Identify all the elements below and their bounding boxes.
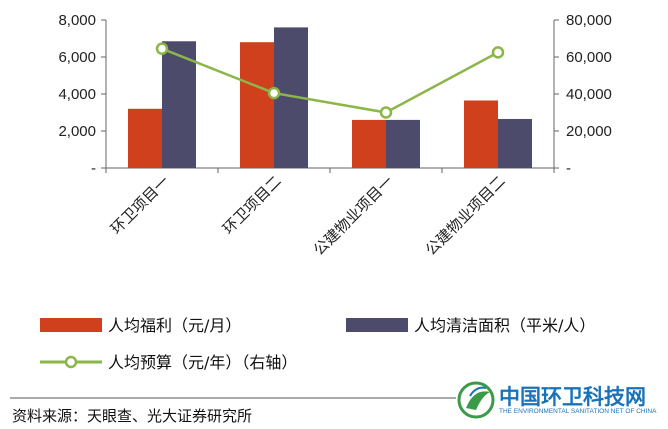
bar-welfare: [128, 108, 162, 168]
tick-labels: - 2,000 4,000 6,000 8,000 - 20,000 40,000 60,000…: [58, 12, 611, 177]
legend-swatch-welfare: [40, 318, 102, 332]
y-right-tick-label: 80,000: [566, 12, 612, 29]
category-label: 环卫项目二: [219, 172, 285, 238]
category-label: 公建物业项目一: [310, 172, 397, 259]
budget-point: [155, 42, 169, 55]
source-note: 资料来源：天眼查、光大证券研究所: [12, 407, 252, 425]
watermark-tagline: THE ENVIRONMENTAL SANITATION NET OF CHIN…: [499, 408, 657, 415]
y-left-tick-label: 4,000: [58, 86, 96, 103]
bars: [128, 27, 532, 169]
legend-swatch-cleaning-area: [346, 318, 408, 332]
watermark-name: 中国环卫科技网: [499, 385, 646, 409]
legend-swatch-budget-marker: [64, 355, 78, 369]
y-right-tick-label: 40,000: [566, 86, 612, 103]
budget-line: [155, 42, 505, 119]
y-left-tick-label: 6,000: [58, 49, 96, 66]
legend: 人均福利（元/月） 人均清洁面积（平米/人） 人均预算（元/年）（右轴）: [40, 316, 595, 372]
bar-cleaning-area: [386, 119, 420, 168]
legend-label-budget: 人均预算（元/年）（右轴）: [108, 353, 297, 372]
bar-welfare: [352, 119, 386, 168]
legend-label-welfare: 人均福利（元/月）: [108, 316, 241, 335]
budget-point: [379, 106, 393, 119]
y-left-tick-label: -: [91, 160, 96, 177]
legend-label-cleaning-area: 人均清洁面积（平米/人）: [414, 316, 595, 335]
category-labels: 环卫项目一 环卫项目二 公建物业项目一 公建物业项目二: [107, 172, 509, 259]
y-left-tick-label: 2,000: [58, 123, 96, 140]
y-right-tick-label: -: [566, 160, 571, 177]
watermark: 中国环卫科技网 THE ENVIRONMENTAL SANITATION NET…: [457, 381, 657, 419]
bar-cleaning-area: [162, 41, 196, 168]
y-left-tick-label: 8,000: [58, 12, 96, 29]
bar-welfare: [464, 100, 498, 168]
budget-point: [267, 86, 281, 100]
budget-point: [491, 46, 505, 59]
bar-cleaning-area: [498, 118, 532, 168]
watermark-logo-icon: [457, 381, 495, 419]
y-right-tick-label: 20,000: [566, 123, 612, 140]
y-right-tick-label: 60,000: [566, 49, 612, 66]
budget-line-path: [161, 47, 499, 114]
category-label: 公建物业项目二: [422, 172, 509, 259]
category-label: 环卫项目一: [107, 172, 173, 238]
bar-welfare: [240, 42, 274, 169]
